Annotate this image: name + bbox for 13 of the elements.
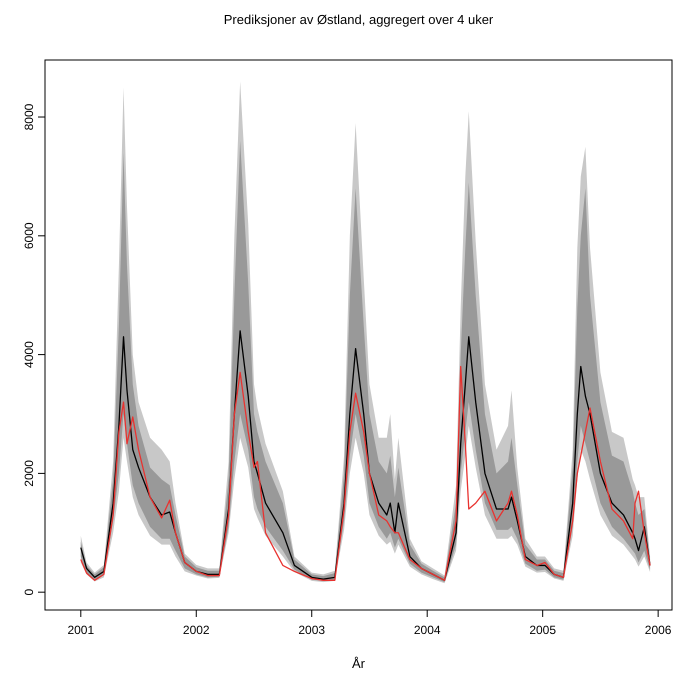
x-tick-label: 2006 xyxy=(644,623,672,637)
x-tick-label: 2001 xyxy=(67,623,94,637)
x-axis-title: År xyxy=(352,656,366,671)
y-tick-label: 0 xyxy=(22,588,36,596)
y-tick-label: 2000 xyxy=(22,460,36,487)
chart-title: Prediksjoner av Østland, aggregert over 4 uker xyxy=(224,12,494,27)
y-tick-label: 8000 xyxy=(22,103,36,130)
y-tick-label: 6000 xyxy=(22,222,36,250)
x-tick-label: 2003 xyxy=(298,623,326,637)
x-tick-label: 2004 xyxy=(414,623,441,637)
x-tick-label: 2005 xyxy=(529,623,556,637)
y-tick-label: 4000 xyxy=(22,340,36,368)
x-tick-label: 2002 xyxy=(182,623,210,637)
